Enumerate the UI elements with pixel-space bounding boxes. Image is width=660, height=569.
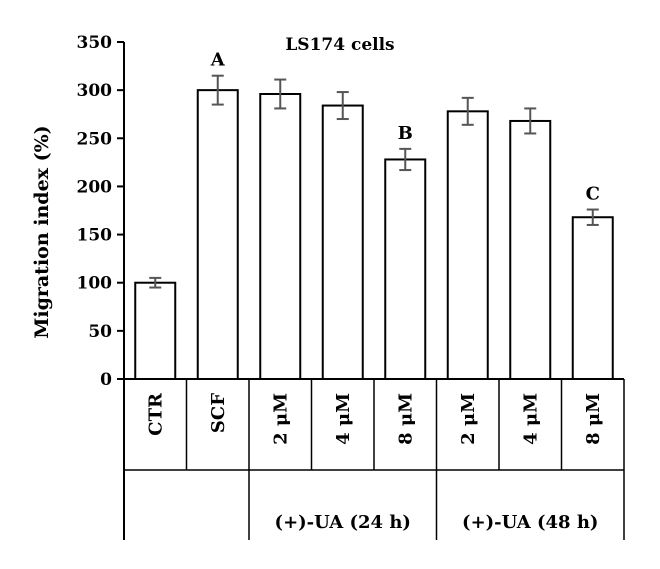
category-label: 8 μM bbox=[583, 393, 604, 445]
bar bbox=[384, 158, 427, 380]
category-label: CTR bbox=[145, 392, 166, 436]
significance-label: A bbox=[210, 50, 226, 71]
y-tick-label: 200 bbox=[77, 177, 113, 197]
y-tick-label: 150 bbox=[77, 226, 113, 246]
significance-label: B bbox=[398, 123, 413, 144]
bar bbox=[259, 92, 302, 380]
significance-label: C bbox=[586, 184, 600, 205]
bar bbox=[134, 281, 177, 381]
bar bbox=[446, 110, 489, 380]
bar bbox=[509, 119, 552, 380]
category-label: SCF bbox=[208, 393, 229, 433]
y-tick-label: 300 bbox=[77, 81, 113, 101]
y-tick-label: 100 bbox=[77, 274, 113, 294]
chart-title: LS174 cells bbox=[285, 35, 394, 55]
category-label: 4 μM bbox=[520, 393, 541, 445]
group-label: (+)-UA (24 h) bbox=[275, 512, 411, 533]
y-tick-label: 50 bbox=[88, 322, 112, 342]
category-label: 2 μM bbox=[458, 393, 479, 445]
bar bbox=[321, 104, 364, 380]
category-label: 2 μM bbox=[270, 393, 291, 445]
y-axis-label: Migration index (%) bbox=[31, 125, 53, 338]
bars bbox=[134, 74, 614, 381]
category-label: 4 μM bbox=[333, 393, 354, 445]
category-label: 8 μM bbox=[395, 393, 416, 445]
bar bbox=[571, 216, 614, 380]
y-tick-label: 250 bbox=[77, 129, 113, 149]
group-label: (+)-UA (48 h) bbox=[462, 512, 598, 533]
x-labels: CTR SCF 2 μM 4 μM 8 μM 2 μM 4 μM 8 μM A B C (+)-UA … bbox=[145, 50, 604, 533]
y-tick-label: 350 bbox=[77, 33, 113, 53]
bar bbox=[196, 89, 239, 381]
y-tick-label: 0 bbox=[100, 370, 112, 390]
